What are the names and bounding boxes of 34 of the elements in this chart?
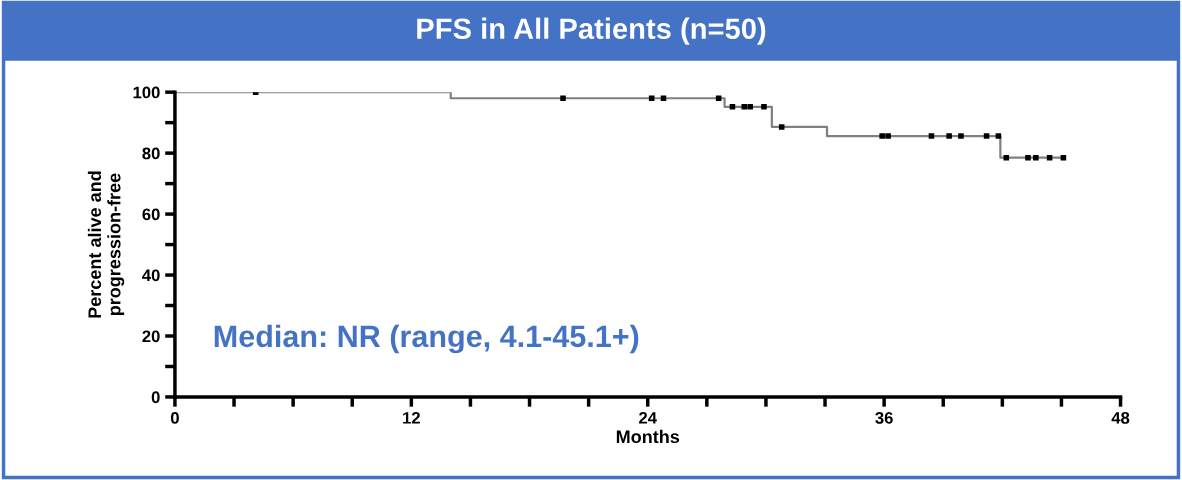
y-axis-title: Percent alive and progression-free — [87, 171, 125, 318]
point — [778, 124, 785, 130]
x-tick-label: 0 — [170, 411, 179, 424]
point — [983, 133, 990, 139]
point — [648, 95, 655, 102]
x-tick-label: 48 — [1111, 411, 1130, 424]
point — [1025, 154, 1031, 161]
x-tick-label: 36 — [875, 411, 893, 424]
point — [995, 133, 1002, 139]
y-tick-label: 0 — [151, 391, 160, 404]
point — [879, 133, 885, 139]
point — [946, 133, 952, 139]
point — [747, 104, 753, 110]
point — [729, 104, 736, 110]
point — [958, 133, 964, 139]
y-tick-label: 40 — [142, 269, 160, 282]
point — [1033, 154, 1039, 161]
chart-title: PFS in All Patients (n=50) — [417, 17, 766, 45]
y-tick-label: 100 — [133, 86, 160, 99]
point — [660, 95, 667, 102]
x-tick-label: 24 — [639, 411, 657, 424]
annotation: Median: NR (range, 4.1-45.1+) — [214, 324, 639, 354]
y-tick-label: 20 — [142, 330, 160, 343]
x-axis-title: Months — [616, 429, 680, 444]
point — [715, 95, 722, 102]
y-tick-label: 60 — [142, 208, 160, 221]
point — [761, 104, 767, 110]
point — [741, 104, 748, 110]
point — [560, 95, 566, 102]
x-tick-label: 12 — [403, 411, 420, 424]
y-tick-label: 80 — [142, 147, 160, 160]
point — [928, 133, 935, 139]
point — [885, 133, 891, 139]
point — [1003, 154, 1010, 161]
